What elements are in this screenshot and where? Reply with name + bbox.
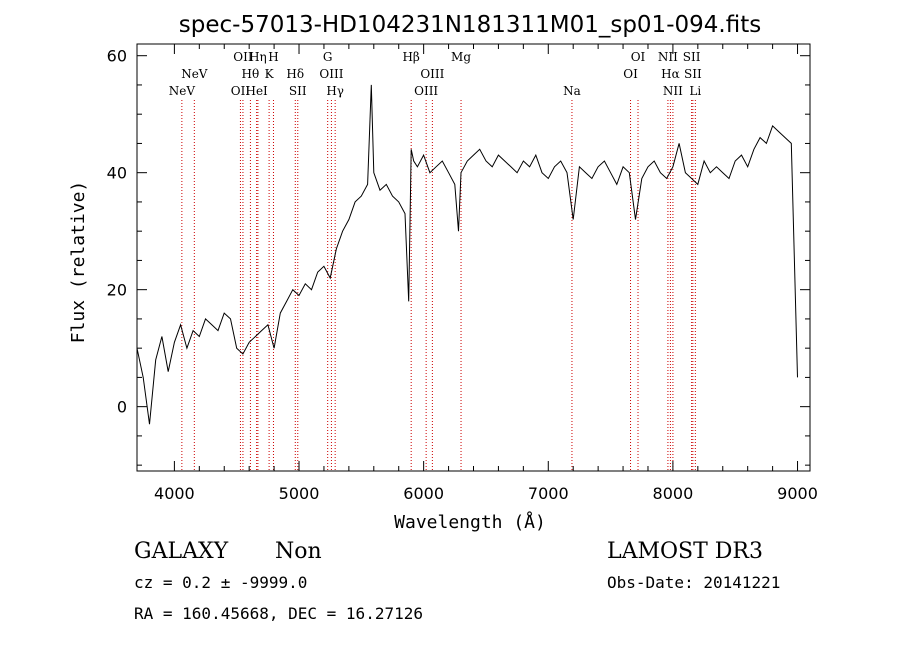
line-marker-label: NeV [181,67,208,81]
line-marker-label: G [323,50,333,64]
line-marker-label: H [268,50,278,64]
line-marker-label: SII [684,67,702,81]
line-marker-label: OI [623,67,638,81]
redshift-text: cz = 0.2 ± -9999.0 [134,573,307,592]
y-tick-label: 60 [107,47,127,66]
line-marker-label: OI [631,50,646,64]
line-marker-label: Mg [451,50,471,64]
object-class: GALAXY [134,539,229,564]
x-tick-label: 7000 [528,484,569,503]
coords-text: RA = 160.45668, DEC = 16.27126 [134,604,423,623]
x-tick-label: 9000 [777,484,818,503]
x-axis-label: Wavelength (Å) [394,511,546,533]
x-tick-label: 5000 [279,484,320,503]
line-marker-label: OII [231,84,251,98]
x-tick-label: 8000 [653,484,694,503]
line-marker-label: Hδ [286,67,304,81]
line-marker-label: OIII [414,84,438,98]
spectrum-series [136,84,798,425]
line-marker-label: Na [563,84,581,98]
line-marker-label: NII [663,84,683,98]
line-marker-label: OIII [319,67,343,81]
survey-name: LAMOST DR3 [607,539,763,564]
line-marker-label: HeI [245,84,268,98]
x-tick-label: 4000 [154,484,195,503]
line-marker-label: K [265,67,275,81]
line-marker-label: Hβ [402,50,419,64]
plot-frame [136,43,811,472]
line-marker-label: Li [689,84,701,98]
line-marker-label: Hθ [242,67,260,81]
axis-ticks: 4000 5000 6000 7000 8000 9000 0 20 40 60 [107,44,818,503]
chart-title: spec-57013-HD104231N181311M01_sp01-094.f… [179,12,761,38]
y-tick-label: 0 [117,398,127,417]
line-marker-label: OIII [420,67,444,81]
line-markers: NeVNeVOIIOIIHθHeIHηKHHδSIIGOIIIHγHβOIIIO… [169,50,702,471]
line-marker-label: SII [289,84,307,98]
y-axis-label: Flux (relative) [68,181,89,344]
y-tick-label: 40 [107,164,127,183]
line-marker-label: Hγ [326,84,344,98]
line-marker-label: SII [683,50,701,64]
line-marker-label: NII [658,50,678,64]
line-marker-label: Hη [249,50,267,64]
object-subclass: Non [275,539,322,564]
x-tick-label: 6000 [403,484,444,503]
obs-date-text: Obs-Date: 20141221 [607,573,780,592]
line-marker-label: Hα [661,67,680,81]
line-marker-label: OII [233,50,253,64]
y-tick-label: 20 [107,281,127,300]
line-marker-label: NeV [169,84,196,98]
